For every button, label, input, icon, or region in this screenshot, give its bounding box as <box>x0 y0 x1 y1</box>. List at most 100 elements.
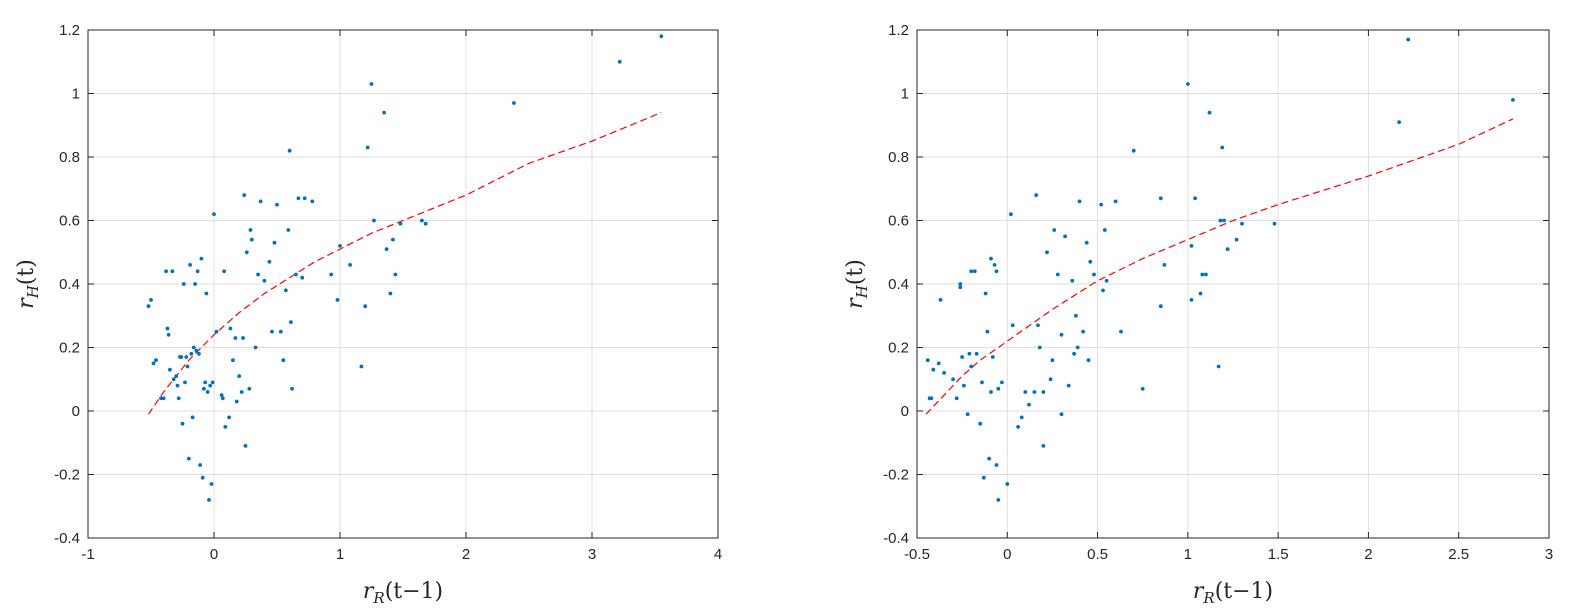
data-point <box>195 269 200 274</box>
data-point <box>286 228 291 232</box>
data-point <box>1032 390 1037 394</box>
data-point <box>1063 234 1067 239</box>
data-point <box>512 101 516 105</box>
data-point <box>294 272 298 277</box>
x-tick-label: 0 <box>1003 546 1011 563</box>
data-point <box>283 288 288 293</box>
data-point <box>1074 313 1078 318</box>
data-point <box>388 291 393 296</box>
data-point <box>1019 415 1024 420</box>
data-point <box>996 386 1001 391</box>
data-point <box>1207 110 1212 115</box>
x-tick-label: 3 <box>588 546 596 563</box>
data-point <box>256 272 260 277</box>
data-point <box>951 377 955 382</box>
data-point <box>149 298 153 302</box>
data-point <box>180 421 185 426</box>
x-tick-label: -0.5 <box>904 546 930 563</box>
y-tick-label: 0.2 <box>888 340 909 357</box>
data-point <box>239 390 244 394</box>
data-point <box>1050 358 1055 363</box>
data-point <box>234 399 239 404</box>
data-point <box>994 463 999 467</box>
data-point <box>960 355 964 359</box>
data-point <box>990 355 995 359</box>
data-point <box>1055 272 1060 277</box>
y-tick-label: -0.2 <box>54 467 80 484</box>
data-point <box>1086 358 1091 363</box>
data-point <box>1075 345 1080 350</box>
data-point <box>175 383 180 388</box>
x-tick-label: 4 <box>714 546 722 563</box>
data-point <box>272 240 277 245</box>
data-point <box>420 218 424 223</box>
data-point <box>1081 329 1085 334</box>
y-tick-label: 0 <box>72 403 80 420</box>
data-point <box>1406 37 1411 42</box>
fit-curve <box>925 118 1514 415</box>
data-point <box>384 247 389 252</box>
data-point <box>1037 345 1042 350</box>
data-point <box>296 196 301 201</box>
y-tick-label: 1.2 <box>59 22 80 39</box>
data-point <box>369 82 374 86</box>
data-point <box>1101 288 1105 293</box>
data-point <box>1104 278 1109 283</box>
data-point <box>243 444 248 448</box>
x-tick-label: -1 <box>81 546 94 563</box>
data-point <box>233 336 238 340</box>
data-point <box>210 380 215 385</box>
data-point <box>1204 272 1208 277</box>
data-point <box>207 498 211 502</box>
data-point <box>281 358 286 363</box>
data-point <box>363 304 368 309</box>
data-point <box>302 196 307 201</box>
data-point <box>222 269 227 274</box>
data-point <box>338 244 342 248</box>
data-point <box>203 380 208 385</box>
data-point <box>151 361 156 366</box>
data-point <box>965 412 970 417</box>
data-point <box>186 456 191 461</box>
data-point <box>365 145 370 150</box>
data-point <box>262 278 267 283</box>
data-point <box>231 358 235 363</box>
data-point <box>978 421 983 426</box>
data-point <box>164 269 169 274</box>
y-tick-label: -0.4 <box>883 530 909 547</box>
data-point <box>248 228 253 232</box>
data-point <box>1036 323 1040 328</box>
data-point <box>359 364 364 369</box>
data-point <box>987 456 992 461</box>
data-point <box>209 482 214 486</box>
data-point <box>242 193 247 198</box>
data-point <box>1193 196 1197 201</box>
data-point <box>214 329 219 334</box>
data-point <box>174 374 179 378</box>
data-point <box>290 386 294 391</box>
data-point <box>925 358 930 363</box>
data-point <box>183 380 187 385</box>
data-point <box>212 212 216 217</box>
data-point <box>958 282 963 286</box>
data-point <box>1092 272 1096 277</box>
y-axis-label: rH(t) <box>843 259 871 309</box>
data-point <box>1220 145 1225 150</box>
x-tick-label: 2.5 <box>1448 546 1469 563</box>
x-axis-label: rR(t−1) <box>363 579 443 607</box>
data-point <box>958 285 963 290</box>
y-tick-label: 0.4 <box>888 276 909 293</box>
data-point <box>1186 82 1190 86</box>
x-tick-label: 3 <box>1545 546 1553 563</box>
data-point <box>393 272 398 277</box>
right-scatter-plot: -0.5 0 0.5 1 1.5 2 2.5 3 -0.4 -0.2 0 0.2 0.4 0.6 0.8 1 1… <box>843 22 1553 607</box>
y-tick-label: 0 <box>901 403 909 420</box>
data-point <box>391 237 395 242</box>
data-point <box>310 199 315 204</box>
data-point <box>938 298 943 302</box>
data-point <box>278 329 283 334</box>
data-point <box>936 361 941 366</box>
data-point <box>1084 240 1089 245</box>
y-tick-label: 1 <box>901 86 909 103</box>
data-point <box>1216 364 1221 369</box>
